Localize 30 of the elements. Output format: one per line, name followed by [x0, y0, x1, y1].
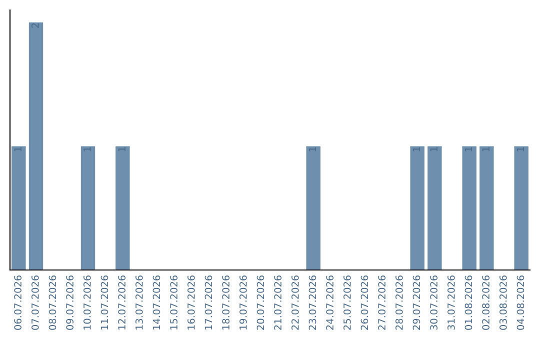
x-tick-label: 22.07.2026 — [291, 275, 299, 330]
x-tick-label: 27.07.2026 — [378, 275, 386, 330]
x-tick-label: 15.07.2026 — [170, 275, 178, 330]
x-tick-label: 28.07.2026 — [395, 275, 403, 330]
x-tick-label: 04.08.2026 — [516, 275, 524, 330]
x-tick-label: 26.07.2026 — [360, 275, 368, 330]
x-tick-label: 18.07.2026 — [222, 275, 230, 330]
x-tick-label: 25.07.2026 — [343, 275, 351, 330]
x-tick-label: 08.07.2026 — [48, 275, 56, 330]
x-tick-label: 06.07.2026 — [14, 275, 22, 330]
x-tick-label: 29.07.2026 — [412, 275, 420, 330]
x-tick-label: 01.08.2026 — [464, 275, 472, 330]
x-tick-label: 17.07.2026 — [204, 275, 212, 330]
x-tick-label: 12.07.2026 — [118, 275, 126, 330]
x-tick-label: 03.08.2026 — [499, 275, 507, 330]
x-tick-label: 23.07.2026 — [308, 275, 316, 330]
x-tick-label: 11.07.2026 — [100, 275, 108, 330]
x-tick-label: 16.07.2026 — [187, 275, 195, 330]
x-tick-label: 02.08.2026 — [482, 275, 490, 330]
x-tick-label: 30.07.2026 — [430, 275, 438, 330]
x-tick-label: 09.07.2026 — [66, 275, 74, 330]
x-tick-label: 20.07.2026 — [256, 275, 264, 330]
x-tick-label: 14.07.2026 — [152, 275, 160, 330]
x-tick-label: 19.07.2026 — [239, 275, 247, 330]
x-tick-label: 31.07.2026 — [447, 275, 455, 330]
x-tick-label: 21.07.2026 — [274, 275, 282, 330]
x-tick-label: 10.07.2026 — [83, 275, 91, 330]
x-tick-label: 13.07.2026 — [135, 275, 143, 330]
x-tick-label: 24.07.2026 — [326, 275, 334, 330]
x-tick-label: 07.07.2026 — [31, 275, 39, 330]
